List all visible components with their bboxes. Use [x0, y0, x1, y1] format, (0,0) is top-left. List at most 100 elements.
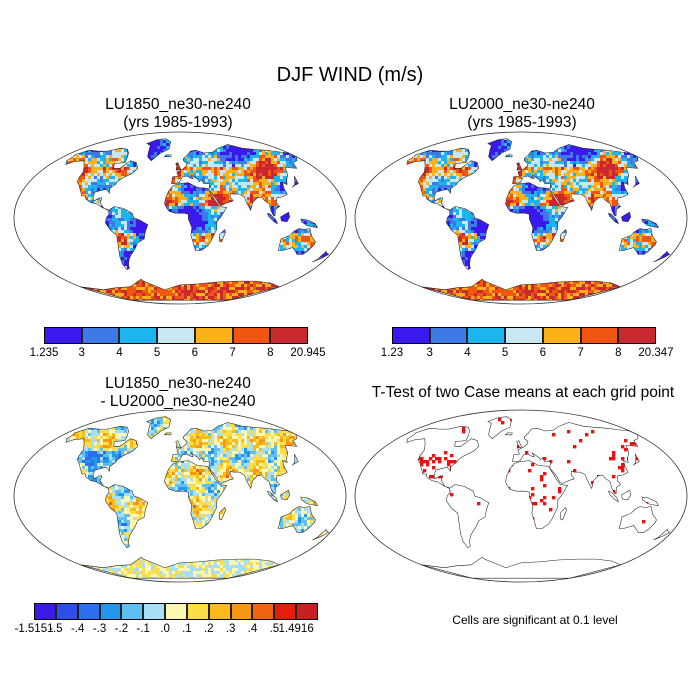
coastline-africa: [505, 460, 569, 529]
coastline-australia: [618, 228, 657, 255]
coastline-newGuinea: [300, 218, 319, 228]
panel-title-line1: LU1850_ne30-ne240: [18, 375, 338, 393]
map-border: [354, 409, 688, 583]
panel-title-ttest: T-Test of two Case means at each grid po…: [348, 384, 698, 402]
coastline-japan: [291, 175, 299, 188]
coastline-antarctica: [421, 556, 622, 579]
coastline-antarctica: [80, 556, 281, 579]
colorbar-frame: [392, 327, 656, 344]
colorbar-tick-label: 5: [502, 347, 508, 359]
coastline-newGuinea: [641, 218, 660, 228]
coastline-sumatra: [267, 212, 279, 225]
colorbar-tick-label: 4: [116, 347, 122, 359]
colorbar-tick-label: 3: [79, 347, 85, 359]
coastline-borneo: [280, 211, 290, 223]
colorbar-tick-label: -.3: [93, 623, 106, 635]
panel-title-line1: T-Test of two Case means at each grid po…: [348, 384, 698, 402]
coastline-madagascar: [218, 506, 226, 521]
panel-title-difference: LU1850_ne30-ne240 - LU2000_ne30-ne240: [18, 375, 338, 411]
coastline-borneo: [621, 489, 631, 501]
colorbar-tick-label: 1.23: [381, 347, 403, 359]
colorbar-tick-label: 6: [192, 347, 198, 359]
map-border: [354, 131, 688, 305]
panel-title-line2: - LU2000_ne30-ne240: [18, 393, 338, 411]
panel-title-line2: (yrs 1985-1993): [18, 114, 338, 132]
map-difference: [13, 409, 347, 583]
coastline-southAmerica: [105, 484, 149, 548]
coastline-iceland: [163, 154, 172, 158]
coastline-northAmerica: [406, 147, 480, 211]
colorbar-lu2000: 1.23 3 4 5 6 7 8 20.347: [381, 327, 674, 363]
colorbar-tick-label: 1.4916: [279, 623, 314, 635]
coastline-northAmerica: [65, 425, 139, 489]
coastline-borneo: [280, 489, 290, 501]
colorbar-tick-label: 8: [615, 347, 621, 359]
colorbar-tick-label: 8: [267, 347, 273, 359]
coastline-britain: [175, 162, 182, 171]
map-lu1850: [13, 131, 347, 305]
panel-title-line1: LU2000_ne30-ne240: [362, 96, 682, 114]
coastline-japan: [291, 453, 299, 466]
coastline-greenland: [487, 416, 513, 440]
colorbar-frame: [44, 327, 308, 344]
coastline-newGuinea: [641, 496, 660, 506]
colorbar-tick-label: -.5: [49, 623, 62, 635]
coastline-northAmerica: [65, 147, 139, 211]
coastline-britain: [175, 440, 182, 449]
coastline-japan: [632, 453, 640, 466]
colorbar-tick-label: -1.5151: [14, 623, 53, 635]
coastline-africa: [164, 460, 228, 529]
coastline-newGuinea: [300, 496, 319, 506]
coastline-eurasia: [171, 144, 298, 217]
coastline-newZealand: [653, 250, 671, 263]
coastline-eurasia: [512, 422, 639, 495]
coastline-iceland: [504, 154, 513, 158]
coastline-sumatra: [608, 490, 620, 503]
panel-title-lu1850: LU1850_ne30-ne240 (yrs 1985-1993): [18, 96, 338, 132]
coastline-africa: [505, 182, 569, 251]
colorbar-tick-label: .2: [204, 623, 214, 635]
colorbar-tick-label: 3: [427, 347, 433, 359]
colorbar-tick-label: 5: [154, 347, 160, 359]
colorbar-tick-label: .0: [160, 623, 170, 635]
map-ocean: [354, 409, 687, 583]
colorbar-tick-label: 1.235: [30, 347, 59, 359]
coastline-greenland: [146, 416, 172, 440]
coastline-southAmerica: [105, 206, 149, 270]
coastline-greenland: [487, 138, 513, 162]
coastline-eurasia: [512, 144, 639, 217]
colorbar-tick-label: .3: [226, 623, 236, 635]
coastline-newZealand: [312, 528, 330, 541]
map-border: [13, 131, 347, 305]
map-lu2000: [354, 131, 688, 305]
panel-title-line1: LU1850_ne30-ne240: [18, 96, 338, 114]
coastline-greenland: [146, 138, 172, 162]
coastline-iceland: [504, 432, 513, 436]
colorbar-tick-label: 6: [540, 347, 546, 359]
colorbar-difference: -1.5151 -.5 -.4 -.3 -.2 -.1 .0 .1 .2 .3 .4 .5 1.4916: [14, 603, 318, 639]
colorbar-tick-label: -.2: [115, 623, 128, 635]
colorbar-frame: [34, 603, 318, 620]
coastline-africa: [164, 182, 228, 251]
coastline-antarctica: [421, 278, 622, 301]
coastline-japan: [632, 175, 640, 188]
coastline-newZealand: [653, 528, 671, 541]
map-ttest: [354, 409, 688, 583]
colorbar-tick-label: .4: [248, 623, 258, 635]
coastline-australia: [618, 506, 657, 533]
significance-note: Cells are significant at 0.1 level: [395, 613, 675, 627]
coastline-britain: [516, 162, 523, 171]
coastline-newZealand: [312, 250, 330, 263]
coastline-iceland: [163, 432, 172, 436]
panel-title-line2: (yrs 1985-1993): [362, 114, 682, 132]
panel-title-lu2000: LU2000_ne30-ne240 (yrs 1985-1993): [362, 96, 682, 132]
figure-title: DJF WIND (m/s): [0, 64, 700, 87]
colorbar-lu1850: 1.235 3 4 5 6 7 8 20.945: [30, 327, 326, 363]
coastline-antarctica: [80, 278, 281, 301]
coastline-southAmerica: [446, 484, 490, 548]
map-border: [13, 409, 347, 583]
colorbar-tick-label: 7: [229, 347, 235, 359]
coastline-australia: [277, 506, 316, 533]
coastline-southAmerica: [446, 206, 490, 270]
coastline-australia: [277, 228, 316, 255]
